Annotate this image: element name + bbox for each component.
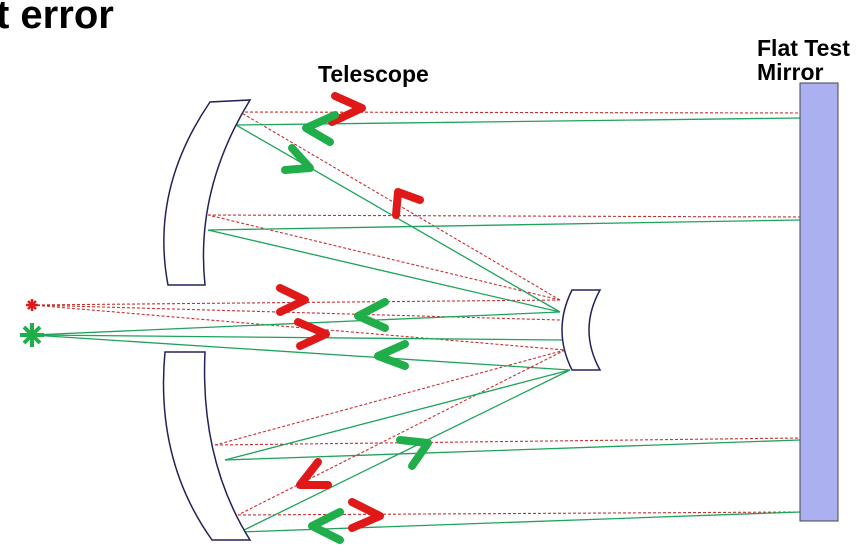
red-star (26, 299, 38, 311)
flat-mirror-label: Flat Test (757, 35, 850, 61)
secondary-mirror (561, 289, 602, 371)
arrows (276, 92, 432, 544)
flat-mirror-label: Mirror (757, 59, 824, 85)
primary-mirror (162, 351, 252, 541)
telescope-label: Telescope (318, 61, 429, 87)
rays (31, 111, 801, 533)
flat-test-mirror (799, 82, 839, 522)
green-star (20, 323, 44, 347)
primary-mirror (163, 99, 252, 286)
title: t error (0, 0, 114, 37)
